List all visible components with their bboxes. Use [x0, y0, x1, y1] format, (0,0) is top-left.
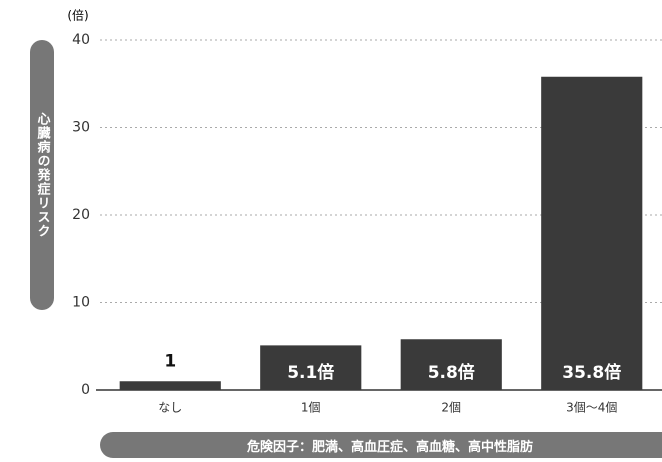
x-tick-label: 3個〜4個 — [566, 401, 617, 415]
y-axis-label: 心臓病の発症リスク — [30, 40, 54, 310]
value-label: 35.8倍 — [562, 362, 621, 383]
y-tick-label: 0 — [81, 382, 90, 398]
y-tick-label: 30 — [72, 120, 90, 136]
bar — [541, 76, 643, 390]
x-tick-label: なし — [158, 401, 182, 415]
value-label: 5.1倍 — [287, 362, 334, 383]
y-tick-label: 10 — [72, 295, 90, 311]
bar — [260, 345, 362, 390]
x-tick-label: 2個 — [441, 401, 461, 415]
bar — [119, 381, 221, 390]
value-label: 5.8倍 — [428, 362, 475, 383]
bar — [400, 339, 502, 390]
x-tick-label: 1個 — [301, 401, 321, 415]
value-label: 1 — [164, 351, 176, 371]
y-tick-label: 40 — [72, 32, 90, 48]
y-unit: (倍) — [67, 8, 88, 23]
x-axis-label: 危険因子：肥満、高血圧症、高血糖、高中性脂肪 — [100, 432, 662, 458]
y-tick-label: 20 — [72, 207, 90, 223]
